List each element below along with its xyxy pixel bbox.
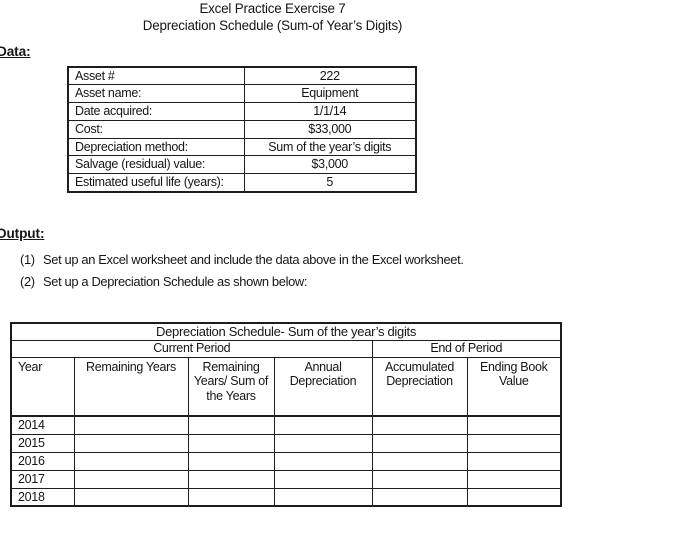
empty-cell — [371, 415, 468, 435]
year-cell: 2015 — [10, 433, 75, 453]
annual-depreciation-column-header-cell: Annual Depreciation — [273, 356, 373, 417]
asset-number-value-cell: 222 — [243, 66, 417, 86]
schedule-year-row: 2017 — [10, 469, 562, 489]
empty-cell — [466, 469, 562, 489]
year-cell: 2016 — [10, 451, 75, 471]
accumulated-depreciation-column-header-cell: Accumulated Depreciation — [371, 356, 468, 417]
asset-number-label-cell: Asset # — [67, 66, 245, 86]
empty-cell — [371, 469, 468, 489]
page-title: Excel Practice Exercise 7 Depreciation S… — [0, 1, 545, 34]
schedule-title-row: Depreciation Schedule- Sum of the year’s… — [10, 322, 562, 341]
salvage-value-value-cell: $3,000 — [243, 155, 417, 175]
asset-name-value-cell: Equipment — [243, 84, 417, 104]
current-period-header-cell: Current Period — [10, 339, 373, 358]
table-row: Estimated useful life (years): 5 — [67, 173, 417, 193]
year-column-header-cell: Year — [10, 356, 75, 417]
table-row: Date acquired: 1/1/14 — [67, 102, 417, 121]
date-acquired-value-cell: 1/1/14 — [243, 102, 417, 121]
instruction-text: Set up an Excel worksheet and include th… — [43, 252, 464, 267]
title-line-2: Depreciation Schedule (Sum-of Year’s Dig… — [142, 17, 403, 33]
remaining-years-sum-column-header-cell: Remaining Years/ Sum of the Years — [187, 356, 275, 417]
empty-cell — [187, 433, 275, 453]
asset-data-table: Asset # 222 Asset name: Equipment Date a… — [67, 66, 417, 193]
empty-cell — [371, 451, 468, 471]
empty-cell — [466, 415, 562, 435]
schedule-group-header-row: Current Period End of Period — [10, 339, 562, 358]
table-row: Cost: $33,000 — [67, 119, 417, 139]
depreciation-method-value-cell: Sum of the year’s digits — [243, 137, 417, 157]
cost-value-cell: $33,000 — [243, 119, 417, 139]
empty-cell — [466, 433, 562, 453]
empty-cell — [73, 451, 189, 471]
empty-cell — [371, 487, 468, 507]
empty-cell — [73, 415, 189, 435]
instruction-item: (2) Set up a Depreciation Schedule as sh… — [20, 274, 464, 296]
instruction-number: (2) — [20, 273, 35, 289]
year-cell: 2017 — [10, 469, 75, 489]
cost-label-cell: Cost: — [67, 119, 245, 139]
output-section-label: Output: — [0, 226, 45, 241]
empty-cell — [273, 451, 373, 471]
end-of-period-header-cell: End of Period — [371, 339, 562, 358]
table-row: Depreciation method: Sum of the year’s d… — [67, 137, 417, 157]
empty-cell — [273, 469, 373, 489]
data-section-label: Data: — [0, 44, 31, 59]
empty-cell — [73, 469, 189, 489]
useful-life-value-cell: 5 — [243, 173, 417, 193]
table-row: Salvage (residual) value: $3,000 — [67, 155, 417, 175]
empty-cell — [466, 451, 562, 471]
empty-cell — [73, 433, 189, 453]
schedule-title-cell: Depreciation Schedule- Sum of the year’s… — [10, 322, 562, 341]
depreciation-method-label-cell: Depreciation method: — [67, 137, 245, 157]
instruction-text: Set up a Depreciation Schedule as shown … — [43, 273, 308, 289]
empty-cell — [273, 433, 373, 453]
empty-cell — [187, 451, 275, 471]
remaining-years-column-header-cell: Remaining Years — [73, 356, 189, 417]
empty-cell — [371, 433, 468, 453]
schedule-year-row: 2016 — [10, 451, 562, 471]
asset-name-label-cell: Asset name: — [67, 84, 245, 104]
instruction-item: (1) Set up an Excel worksheet and includ… — [20, 252, 464, 274]
ending-book-value-column-header-cell: Ending Book Value — [466, 356, 562, 417]
year-cell: 2014 — [10, 415, 75, 435]
useful-life-label-cell: Estimated useful life (years): — [67, 173, 245, 193]
empty-cell — [187, 487, 275, 507]
depreciation-schedule-table: Depreciation Schedule- Sum of the year’s… — [10, 322, 563, 507]
date-acquired-label-cell: Date acquired: — [67, 102, 245, 121]
schedule-column-header-row: Year Remaining Years Remaining Years/ Su… — [10, 356, 562, 417]
empty-cell — [273, 415, 373, 435]
empty-cell — [73, 487, 189, 507]
empty-cell — [187, 469, 275, 489]
instruction-number: (1) — [20, 252, 35, 267]
instruction-list: (1) Set up an Excel worksheet and includ… — [20, 252, 464, 295]
salvage-value-label-cell: Salvage (residual) value: — [67, 155, 245, 175]
table-row: Asset name: Equipment — [67, 84, 417, 104]
title-line-1: Excel Practice Exercise 7 — [199, 1, 346, 16]
empty-cell — [466, 487, 562, 507]
schedule-year-row: 2018 — [10, 487, 562, 507]
table-row: Asset # 222 — [67, 66, 417, 86]
schedule-year-row: 2015 — [10, 433, 562, 453]
empty-cell — [273, 487, 373, 507]
year-cell: 2018 — [10, 487, 75, 507]
schedule-year-row: 2014 — [10, 415, 562, 435]
empty-cell — [187, 415, 275, 435]
